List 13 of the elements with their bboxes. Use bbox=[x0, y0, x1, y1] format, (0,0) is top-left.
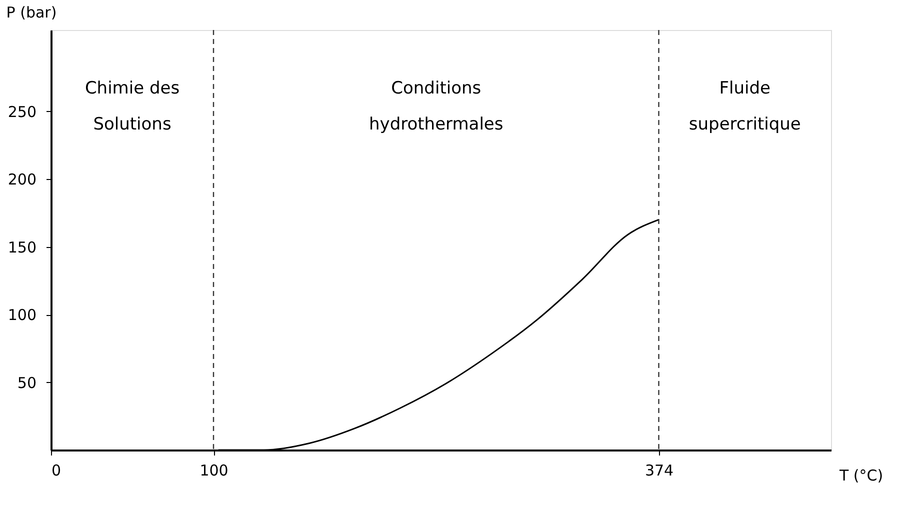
y-axis-title: P (bar) bbox=[6, 4, 57, 22]
x-tick-label: 100 bbox=[200, 462, 228, 480]
y-tick-label: 50 bbox=[17, 374, 36, 392]
x-tick-label: 374 bbox=[644, 462, 674, 480]
annotation: Fluide supercritique bbox=[688, 78, 801, 134]
x-tick-label: 0 bbox=[52, 462, 62, 480]
x-axis-title: T (°C) bbox=[838, 466, 884, 484]
y-tick-label: 250 bbox=[8, 102, 36, 121]
annotation: Chimie des Solutions bbox=[84, 78, 180, 134]
annotation: Conditions hydrothermales bbox=[369, 78, 504, 134]
y-tick-label: 150 bbox=[8, 238, 36, 256]
y-tick-label: 100 bbox=[8, 306, 36, 324]
y-tick-label: 200 bbox=[8, 170, 36, 189]
